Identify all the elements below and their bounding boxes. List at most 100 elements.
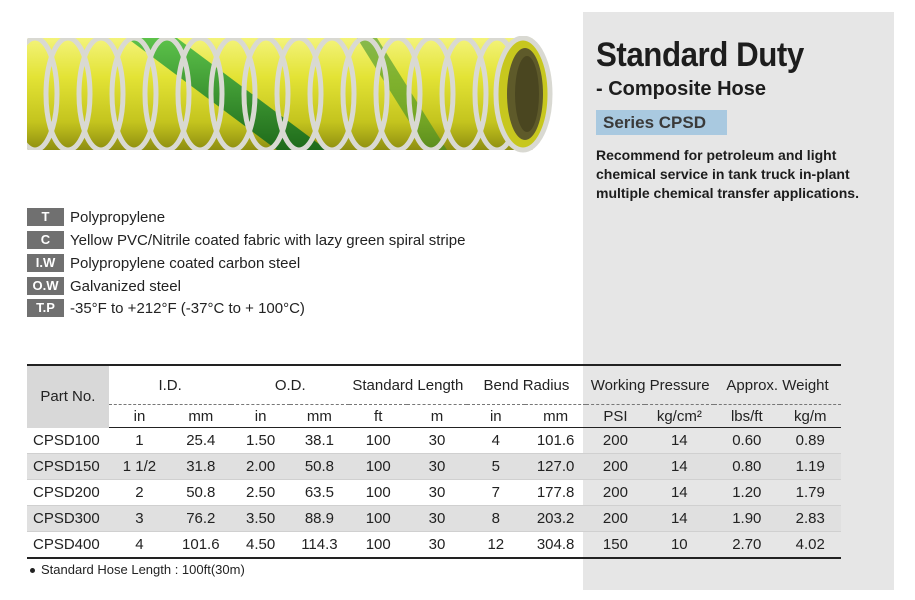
bend-radius-header: Bend Radius xyxy=(466,364,587,405)
table-cell: 88.9 xyxy=(289,505,350,532)
table-cell: 14 xyxy=(644,453,715,480)
table-row: CPSD150 1 1/2 31.8 2.00 50.8 100 30 5 127.0 200 14… xyxy=(27,453,841,480)
table-cell: 200 xyxy=(586,505,645,532)
table-cell: 2.00 xyxy=(231,453,290,480)
table-cell: 3 xyxy=(108,505,171,532)
table-body: CPSD100 1 25.4 1.50 38.1 100 30 4 101.6 200 14 0.60… xyxy=(27,427,841,559)
spec-text: Polypropylene coated carbon steel xyxy=(70,254,301,272)
table-cell: 101.6 xyxy=(170,531,232,559)
table-cell: 4.02 xyxy=(779,531,841,559)
table-cell: 50.8 xyxy=(289,453,350,480)
unit-header: in xyxy=(108,404,171,428)
table-cell: 30 xyxy=(407,427,467,454)
table-cell: 2.70 xyxy=(714,531,780,559)
table-cell: 1 1/2 xyxy=(108,453,171,480)
part-no-header: Part No. xyxy=(27,364,109,428)
table-cell: 0.89 xyxy=(779,427,841,454)
table-cell: 100 xyxy=(349,479,408,506)
part-number-cell: CPSD150 xyxy=(27,453,109,480)
unit-header: lbs/ft xyxy=(714,404,780,428)
unit-header: kg/cm² xyxy=(644,404,715,428)
table-cell: 101.6 xyxy=(524,427,587,454)
table-cell: 50.8 xyxy=(170,479,232,506)
unit-header: PSI xyxy=(586,404,645,428)
table-cell: 3.50 xyxy=(231,505,290,532)
table-cell: 304.8 xyxy=(524,531,587,559)
table-cell: 100 xyxy=(349,505,408,532)
part-number-cell: CPSD300 xyxy=(27,505,109,532)
unit-header: in xyxy=(466,404,525,428)
spec-code-badge: T xyxy=(27,208,64,226)
spec-code-badge: T.P xyxy=(27,299,64,317)
spec-row-tube: T Polypropylene xyxy=(27,208,165,226)
table-cell: 150 xyxy=(586,531,645,559)
table-cell: 1 xyxy=(108,427,171,454)
part-number-cell: CPSD200 xyxy=(27,479,109,506)
table-cell: 30 xyxy=(407,505,467,532)
spec-row-inner-wire: I.W Polypropylene coated carbon steel xyxy=(27,254,300,272)
table-cell: 14 xyxy=(644,479,715,506)
table-row: CPSD400 4 101.6 4.50 114.3 100 30 12 304.8 150 10 2… xyxy=(27,531,841,559)
unit-header: mm xyxy=(524,404,587,428)
table-cell: 8 xyxy=(466,505,525,532)
table-cell: 100 xyxy=(349,453,408,480)
table-cell: 2 xyxy=(108,479,171,506)
footnote: Standard Hose Length : 100ft(30m) xyxy=(30,562,245,577)
table-cell: 14 xyxy=(644,427,715,454)
table-cell: 2.83 xyxy=(779,505,841,532)
spec-row-outer-wire: O.W Galvanized steel xyxy=(27,277,181,295)
table-cell: 38.1 xyxy=(289,427,350,454)
table-cell: 31.8 xyxy=(170,453,232,480)
unit-header: in xyxy=(231,404,290,428)
table-cell: 114.3 xyxy=(289,531,350,559)
spec-text: -35°F to +212°F (-37°C to + 100°C) xyxy=(70,299,305,317)
spec-row-cover: C Yellow PVC/Nitrile coated fabric with … xyxy=(27,231,465,249)
table-cell: 100 xyxy=(349,427,408,454)
table-cell: 1.79 xyxy=(779,479,841,506)
unit-header: mm xyxy=(170,404,232,428)
table-row: CPSD300 3 76.2 3.50 88.9 100 30 8 203.2 200 14 1.90… xyxy=(27,505,841,532)
table-cell: 76.2 xyxy=(170,505,232,532)
approx-weight-header: Approx. Weight xyxy=(714,364,841,405)
product-title: Standard Duty xyxy=(596,36,804,74)
bullet-icon xyxy=(30,568,35,574)
table-cell: 127.0 xyxy=(524,453,587,480)
unit-header: m xyxy=(407,404,467,428)
table-cell: 4.50 xyxy=(231,531,290,559)
table-cell: 25.4 xyxy=(170,427,232,454)
part-number-cell: CPSD100 xyxy=(27,427,109,454)
table-cell: 12 xyxy=(466,531,525,559)
table-cell: 1.90 xyxy=(714,505,780,532)
spec-code-badge: O.W xyxy=(27,277,64,295)
table-cell: 5 xyxy=(466,453,525,480)
spec-code-badge: I.W xyxy=(27,254,64,272)
table-cell: 1.50 xyxy=(231,427,290,454)
table-cell: 2.50 xyxy=(231,479,290,506)
table-cell: 200 xyxy=(586,453,645,480)
table-cell: 200 xyxy=(586,427,645,454)
table-cell: 4 xyxy=(108,531,171,559)
series-badge: Series CPSD xyxy=(596,110,727,135)
table-cell: 203.2 xyxy=(524,505,587,532)
table-cell: 4 xyxy=(466,427,525,454)
table-cell: 100 xyxy=(349,531,408,559)
product-description: Recommend for petroleum and light chemic… xyxy=(596,147,859,201)
od-header: O.D. xyxy=(231,364,350,405)
spec-code-badge: C xyxy=(27,231,64,249)
unit-header: ft xyxy=(349,404,408,428)
table-cell: 30 xyxy=(407,453,467,480)
spec-text: Galvanized steel xyxy=(70,277,181,295)
table-cell: 200 xyxy=(586,479,645,506)
table-cell: 1.20 xyxy=(714,479,780,506)
hose-image xyxy=(27,36,553,153)
unit-header-row: in mm in mm ft m in mm PSI kg/cm² lbs/ft kg/m xyxy=(27,404,841,428)
table-cell: 7 xyxy=(466,479,525,506)
spec-text: Polypropylene xyxy=(70,208,166,226)
table-row: CPSD200 2 50.8 2.50 63.5 100 30 7 177.8 200 14 1.20… xyxy=(27,479,841,506)
spec-text: Yellow PVC/Nitrile coated fabric with la… xyxy=(70,231,466,249)
part-number-cell: CPSD400 xyxy=(27,531,109,559)
table-cell: 1.19 xyxy=(779,453,841,480)
table-cell: 0.60 xyxy=(714,427,780,454)
table-cell: 10 xyxy=(644,531,715,559)
table-cell: 0.80 xyxy=(714,453,780,480)
